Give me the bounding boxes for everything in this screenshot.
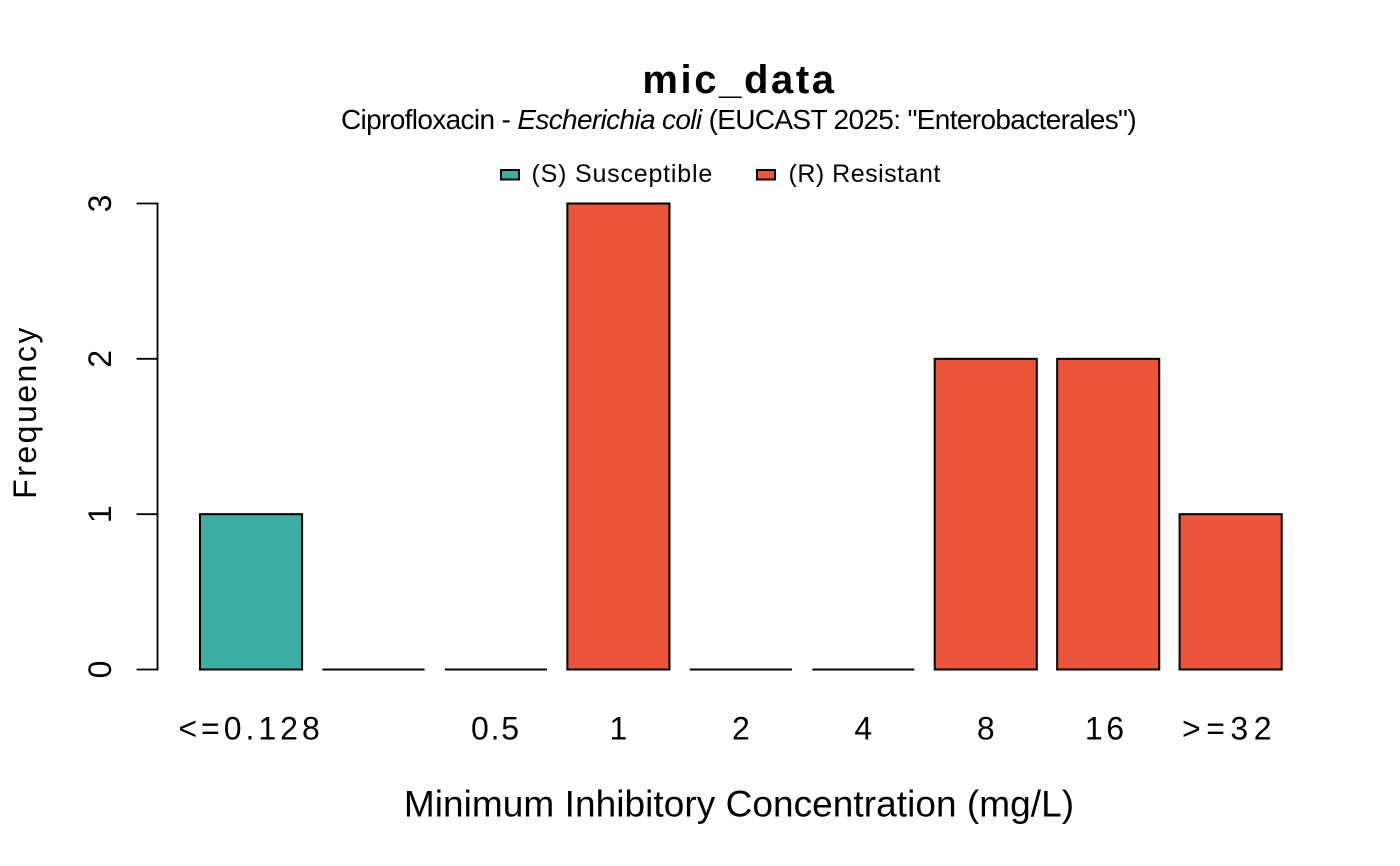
svg-text:4: 4 bbox=[854, 711, 872, 747]
svg-text:1: 1 bbox=[82, 505, 118, 523]
svg-text:8: 8 bbox=[977, 711, 995, 747]
svg-text:1: 1 bbox=[610, 711, 628, 747]
svg-text:Ciprofloxacin - Escherichia co: Ciprofloxacin - Escherichia coli (EUCAST… bbox=[341, 104, 1136, 135]
svg-text:Minimum Inhibitory Concentrati: Minimum Inhibitory Concentration (mg/L) bbox=[404, 784, 1074, 825]
svg-text:2: 2 bbox=[732, 711, 750, 747]
svg-text:0.5: 0.5 bbox=[471, 711, 521, 747]
svg-text:(S) Susceptible: (S) Susceptible bbox=[532, 160, 714, 188]
svg-text:mic_data: mic_data bbox=[642, 58, 836, 102]
svg-text:2: 2 bbox=[82, 350, 118, 368]
svg-text:16: 16 bbox=[1085, 711, 1128, 747]
svg-text:<=0.128: <=0.128 bbox=[178, 711, 323, 747]
svg-text:>=32: >=32 bbox=[1182, 711, 1277, 747]
svg-text:Frequency: Frequency bbox=[7, 325, 43, 499]
svg-text:(R) Resistant: (R) Resistant bbox=[789, 160, 941, 188]
svg-text:0: 0 bbox=[82, 661, 118, 679]
svg-text:3: 3 bbox=[82, 195, 118, 213]
